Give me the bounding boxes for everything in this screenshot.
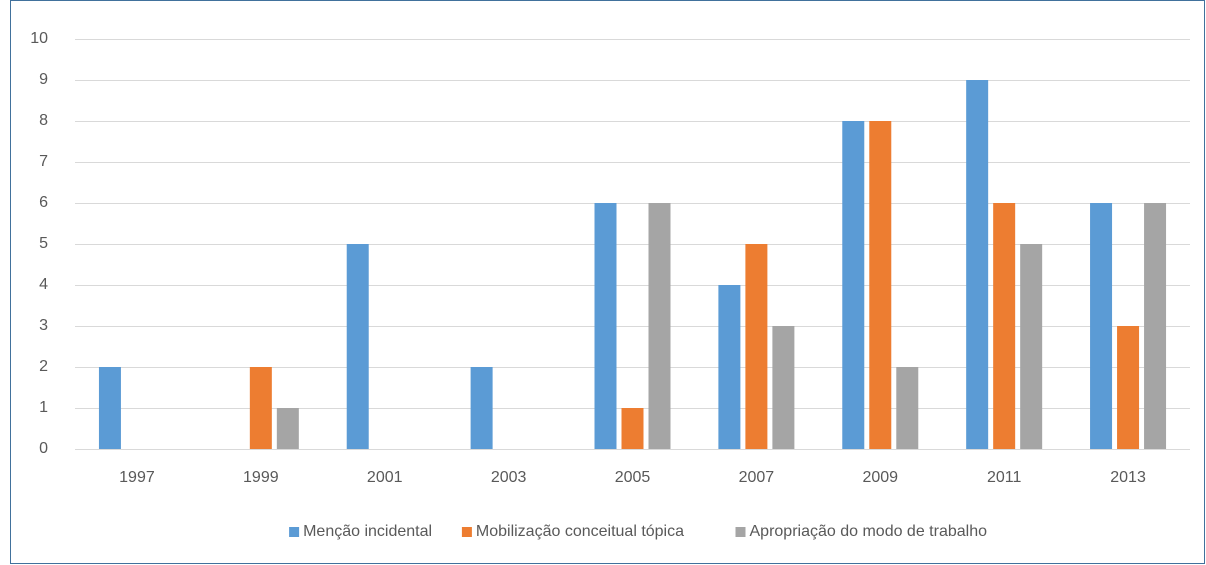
bar: [346, 244, 369, 449]
bar: [470, 367, 493, 449]
y-tick-label: 2: [39, 358, 48, 375]
bar: [1020, 244, 1043, 449]
bar: [249, 367, 272, 449]
y-tick-label: 4: [39, 276, 48, 293]
bar: [594, 203, 617, 449]
legend-swatch: [461, 527, 472, 537]
x-tick-label: 2013: [1110, 469, 1146, 486]
bar: [869, 121, 892, 449]
bar: [718, 285, 741, 449]
legend-swatch: [289, 527, 300, 537]
legend-label: Menção incidental: [303, 523, 432, 540]
x-tick-label: 1999: [243, 469, 279, 486]
legend-label: Mobilização conceitual tópica: [476, 523, 684, 540]
y-tick-label: 7: [39, 153, 48, 170]
legend-swatch: [735, 527, 746, 537]
bar: [745, 244, 768, 449]
bar: [276, 408, 299, 449]
bar: [966, 80, 989, 449]
bar: [993, 203, 1016, 449]
y-tick-label: 3: [39, 317, 48, 334]
y-tick-label: 10: [30, 30, 48, 47]
bar: [1090, 203, 1113, 449]
bar: [98, 367, 121, 449]
y-tick-label: 5: [39, 235, 48, 252]
y-tick-label: 1: [39, 399, 48, 416]
y-tick-label: 0: [39, 440, 48, 457]
y-tick-label: 6: [39, 194, 48, 211]
bar: [896, 367, 919, 449]
x-tick-label: 2009: [862, 469, 898, 486]
bar: [1117, 326, 1140, 449]
x-tick-label: 2011: [987, 469, 1022, 486]
bar: [648, 203, 671, 449]
bar: [621, 408, 644, 449]
y-tick-label: 9: [39, 71, 48, 88]
x-tick-label: 2007: [739, 469, 775, 486]
bar: [1144, 203, 1167, 449]
x-tick-label: 2001: [367, 469, 403, 486]
x-tick-label: 2003: [491, 469, 527, 486]
bar: [772, 326, 795, 449]
bar: [842, 121, 865, 449]
x-tick-label: 1997: [119, 469, 155, 486]
legend-label: Apropriação do modo de trabalho: [750, 523, 988, 540]
y-tick-label: 8: [39, 112, 48, 129]
x-tick-label: 2005: [615, 469, 651, 486]
